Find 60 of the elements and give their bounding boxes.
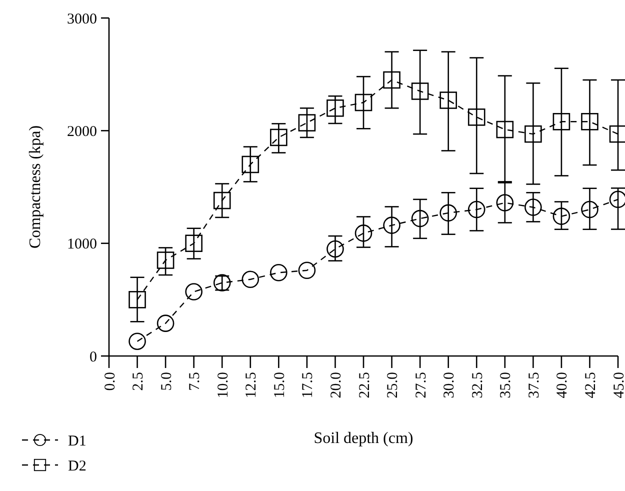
x-tick-label: 40.0 — [554, 372, 571, 398]
x-tick-label: 37.5 — [526, 372, 542, 398]
x-tick-label: 42.5 — [582, 372, 599, 398]
point — [552, 113, 570, 130]
point — [468, 200, 486, 218]
x-tick-label: 17.5 — [300, 372, 316, 398]
point — [156, 314, 174, 332]
point — [581, 113, 598, 130]
x-tick-label: 20.0 — [328, 372, 344, 398]
point — [298, 114, 316, 132]
point — [185, 234, 202, 252]
legend-label: D1 — [68, 433, 86, 450]
point — [552, 208, 570, 225]
point — [411, 82, 429, 100]
point — [354, 94, 372, 112]
y-axis-title: Compactness (kpa) — [27, 125, 44, 249]
point — [524, 125, 542, 143]
x-tick-label: 30.0 — [442, 372, 458, 398]
point — [298, 262, 316, 280]
x-tick-label: 10.0 — [215, 372, 232, 398]
point — [383, 71, 400, 89]
x-tick-label: 45.0 — [611, 372, 625, 398]
point — [270, 128, 288, 146]
point — [581, 200, 598, 218]
x-tick-label: 35.0 — [498, 372, 514, 398]
x-tick-label: 0.0 — [102, 372, 118, 391]
point — [440, 92, 457, 109]
x-tick-label: 5.0 — [158, 372, 175, 391]
point — [185, 283, 202, 300]
point — [496, 194, 514, 212]
x-tick-label: 2.5 — [130, 372, 147, 391]
point — [326, 240, 344, 258]
x-tick-label: 22.5 — [356, 372, 373, 398]
point — [468, 108, 486, 126]
x-tick-label: 12.5 — [244, 372, 260, 398]
x-axis-title: Soil depth (cm) — [314, 430, 414, 447]
point — [213, 192, 231, 210]
point — [354, 224, 372, 242]
x-tick-label: 32.5 — [470, 372, 486, 398]
x-tick-label: 7.5 — [187, 372, 204, 391]
x-tick-label: 15.0 — [272, 372, 288, 398]
point — [156, 252, 174, 269]
point — [326, 99, 344, 117]
point — [383, 216, 400, 234]
y-tick-label: 0 — [90, 349, 97, 366]
point — [270, 264, 288, 282]
point — [128, 332, 146, 350]
x-tick-label: 25.0 — [385, 372, 402, 398]
point — [524, 198, 542, 216]
y-tick-label: 1000 — [67, 236, 97, 253]
legend-label: D2 — [68, 458, 86, 474]
x-tick-label: 27.5 — [413, 372, 430, 398]
point — [242, 270, 260, 288]
point — [411, 210, 429, 228]
point — [496, 120, 514, 138]
point — [440, 204, 457, 222]
point — [242, 156, 260, 174]
point — [128, 291, 146, 308]
y-tick-label: 2000 — [67, 124, 97, 140]
y-tick-label: 3000 — [67, 11, 97, 28]
